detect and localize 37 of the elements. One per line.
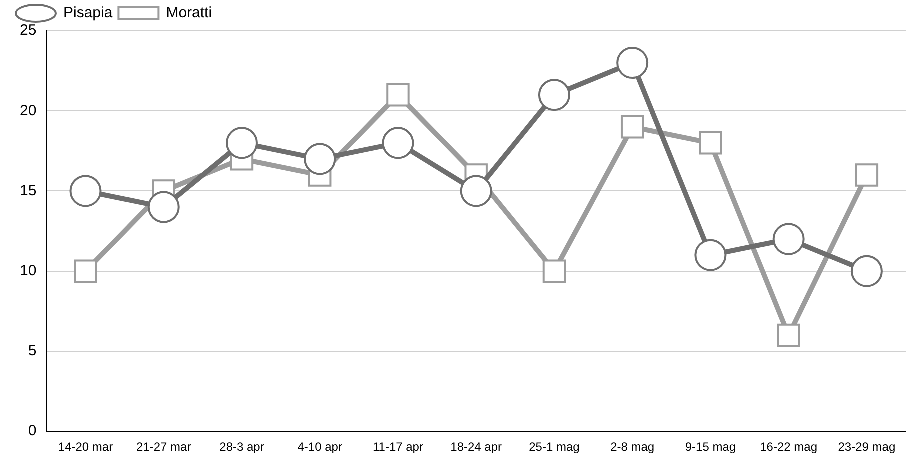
x-tick-label: 28-3 apr [220, 440, 264, 454]
point [694, 239, 727, 272]
point [620, 116, 644, 139]
x-tick-label: 14-20 mar [58, 440, 114, 454]
point [616, 47, 649, 80]
x-tick-label: 18-24 apr [450, 440, 502, 454]
point [538, 79, 570, 112]
x-tick-label: 2-8 mag [610, 440, 655, 454]
point [226, 127, 258, 160]
point [386, 83, 410, 107]
x-tick-label: 25-1 mag [529, 440, 580, 454]
y-tick-label: 25 [20, 22, 37, 40]
point [772, 223, 805, 256]
x-tick-label: 9-15 mag [685, 440, 736, 454]
point [70, 175, 102, 208]
y-tick-label: 20 [20, 102, 37, 120]
legend-label: Moratti [166, 4, 212, 22]
point [74, 260, 98, 283]
y-tick-label: 0 [28, 422, 37, 440]
point [855, 164, 879, 187]
legend-label: Pisapia [64, 4, 114, 22]
x-tick-label: 23-29 mag [838, 440, 896, 454]
x-tick-label: 16-22 mag [760, 440, 818, 454]
point [699, 132, 722, 155]
point [542, 260, 566, 283]
point [304, 143, 336, 176]
point [777, 324, 800, 348]
y-tick-label: 10 [20, 262, 37, 280]
point [460, 175, 492, 208]
x-tick-label: 4-10 apr [298, 440, 342, 454]
point [850, 255, 883, 288]
x-tick-label: 11-17 apr [372, 440, 424, 454]
point [382, 127, 414, 160]
y-tick-label: 5 [28, 342, 37, 360]
y-tick-label: 15 [20, 182, 37, 200]
x-tick-label: 21-27 mar [136, 440, 192, 454]
point [148, 191, 180, 224]
